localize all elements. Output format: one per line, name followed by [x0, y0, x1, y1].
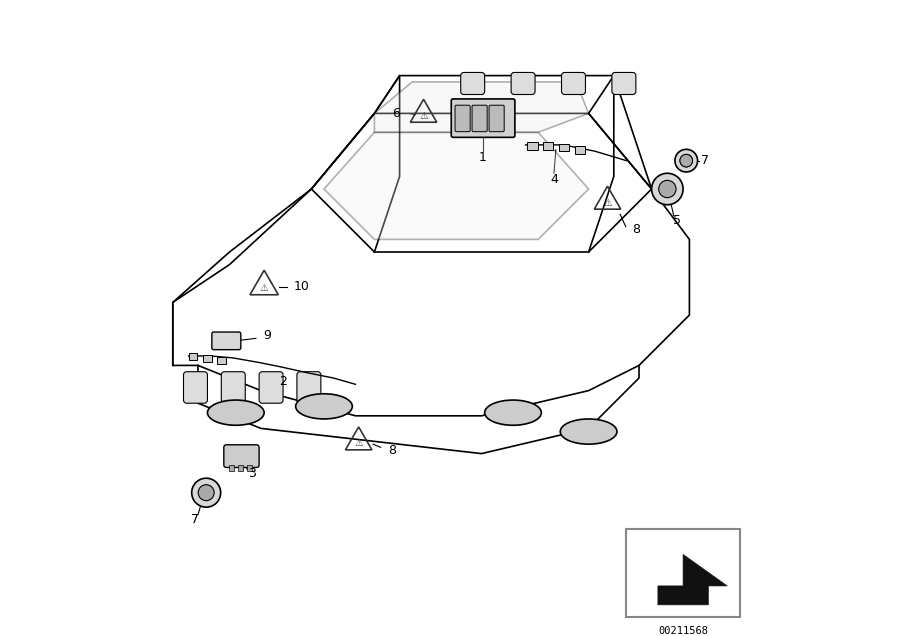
Bar: [247, 465, 251, 471]
Circle shape: [652, 173, 683, 205]
Text: 7: 7: [701, 154, 709, 167]
Circle shape: [680, 155, 692, 167]
FancyBboxPatch shape: [224, 445, 259, 467]
Bar: [188, 354, 197, 361]
Text: 8: 8: [632, 223, 640, 237]
Bar: [217, 357, 226, 364]
Text: ⚠: ⚠: [603, 198, 612, 208]
Circle shape: [675, 149, 698, 172]
FancyBboxPatch shape: [297, 371, 320, 403]
FancyBboxPatch shape: [451, 99, 515, 137]
Text: 1: 1: [479, 151, 487, 164]
Text: 4: 4: [550, 173, 558, 186]
Circle shape: [192, 478, 220, 507]
FancyBboxPatch shape: [461, 73, 485, 95]
FancyBboxPatch shape: [511, 73, 536, 95]
Bar: [575, 146, 585, 154]
Ellipse shape: [207, 400, 264, 425]
FancyBboxPatch shape: [221, 371, 245, 403]
Ellipse shape: [561, 419, 617, 444]
Text: 6: 6: [392, 107, 400, 120]
FancyBboxPatch shape: [472, 105, 487, 132]
FancyBboxPatch shape: [259, 371, 283, 403]
Circle shape: [680, 155, 693, 167]
Text: 3: 3: [248, 467, 256, 480]
Bar: [229, 465, 234, 471]
FancyBboxPatch shape: [455, 105, 470, 132]
Polygon shape: [658, 555, 727, 605]
Circle shape: [659, 181, 676, 198]
Text: 9: 9: [264, 329, 271, 342]
FancyBboxPatch shape: [626, 529, 740, 618]
Text: ⚠: ⚠: [260, 283, 268, 293]
Circle shape: [198, 485, 214, 501]
Text: 7: 7: [191, 513, 199, 526]
Bar: [559, 144, 569, 151]
Text: 2: 2: [279, 375, 287, 388]
Polygon shape: [324, 132, 589, 239]
Bar: [544, 142, 554, 150]
Text: 00211568: 00211568: [658, 626, 708, 636]
FancyBboxPatch shape: [612, 73, 636, 95]
Bar: [203, 356, 212, 363]
Ellipse shape: [295, 394, 352, 419]
Text: 8: 8: [388, 444, 396, 457]
Ellipse shape: [485, 400, 542, 425]
FancyBboxPatch shape: [562, 73, 586, 95]
FancyBboxPatch shape: [212, 332, 241, 350]
Text: ⚠: ⚠: [355, 438, 363, 448]
FancyBboxPatch shape: [489, 105, 504, 132]
Bar: [527, 142, 537, 150]
Text: 10: 10: [294, 280, 310, 293]
Polygon shape: [374, 82, 589, 132]
FancyBboxPatch shape: [184, 371, 207, 403]
Bar: [238, 465, 243, 471]
Text: ⚠: ⚠: [419, 111, 428, 121]
Text: 5: 5: [673, 214, 680, 227]
